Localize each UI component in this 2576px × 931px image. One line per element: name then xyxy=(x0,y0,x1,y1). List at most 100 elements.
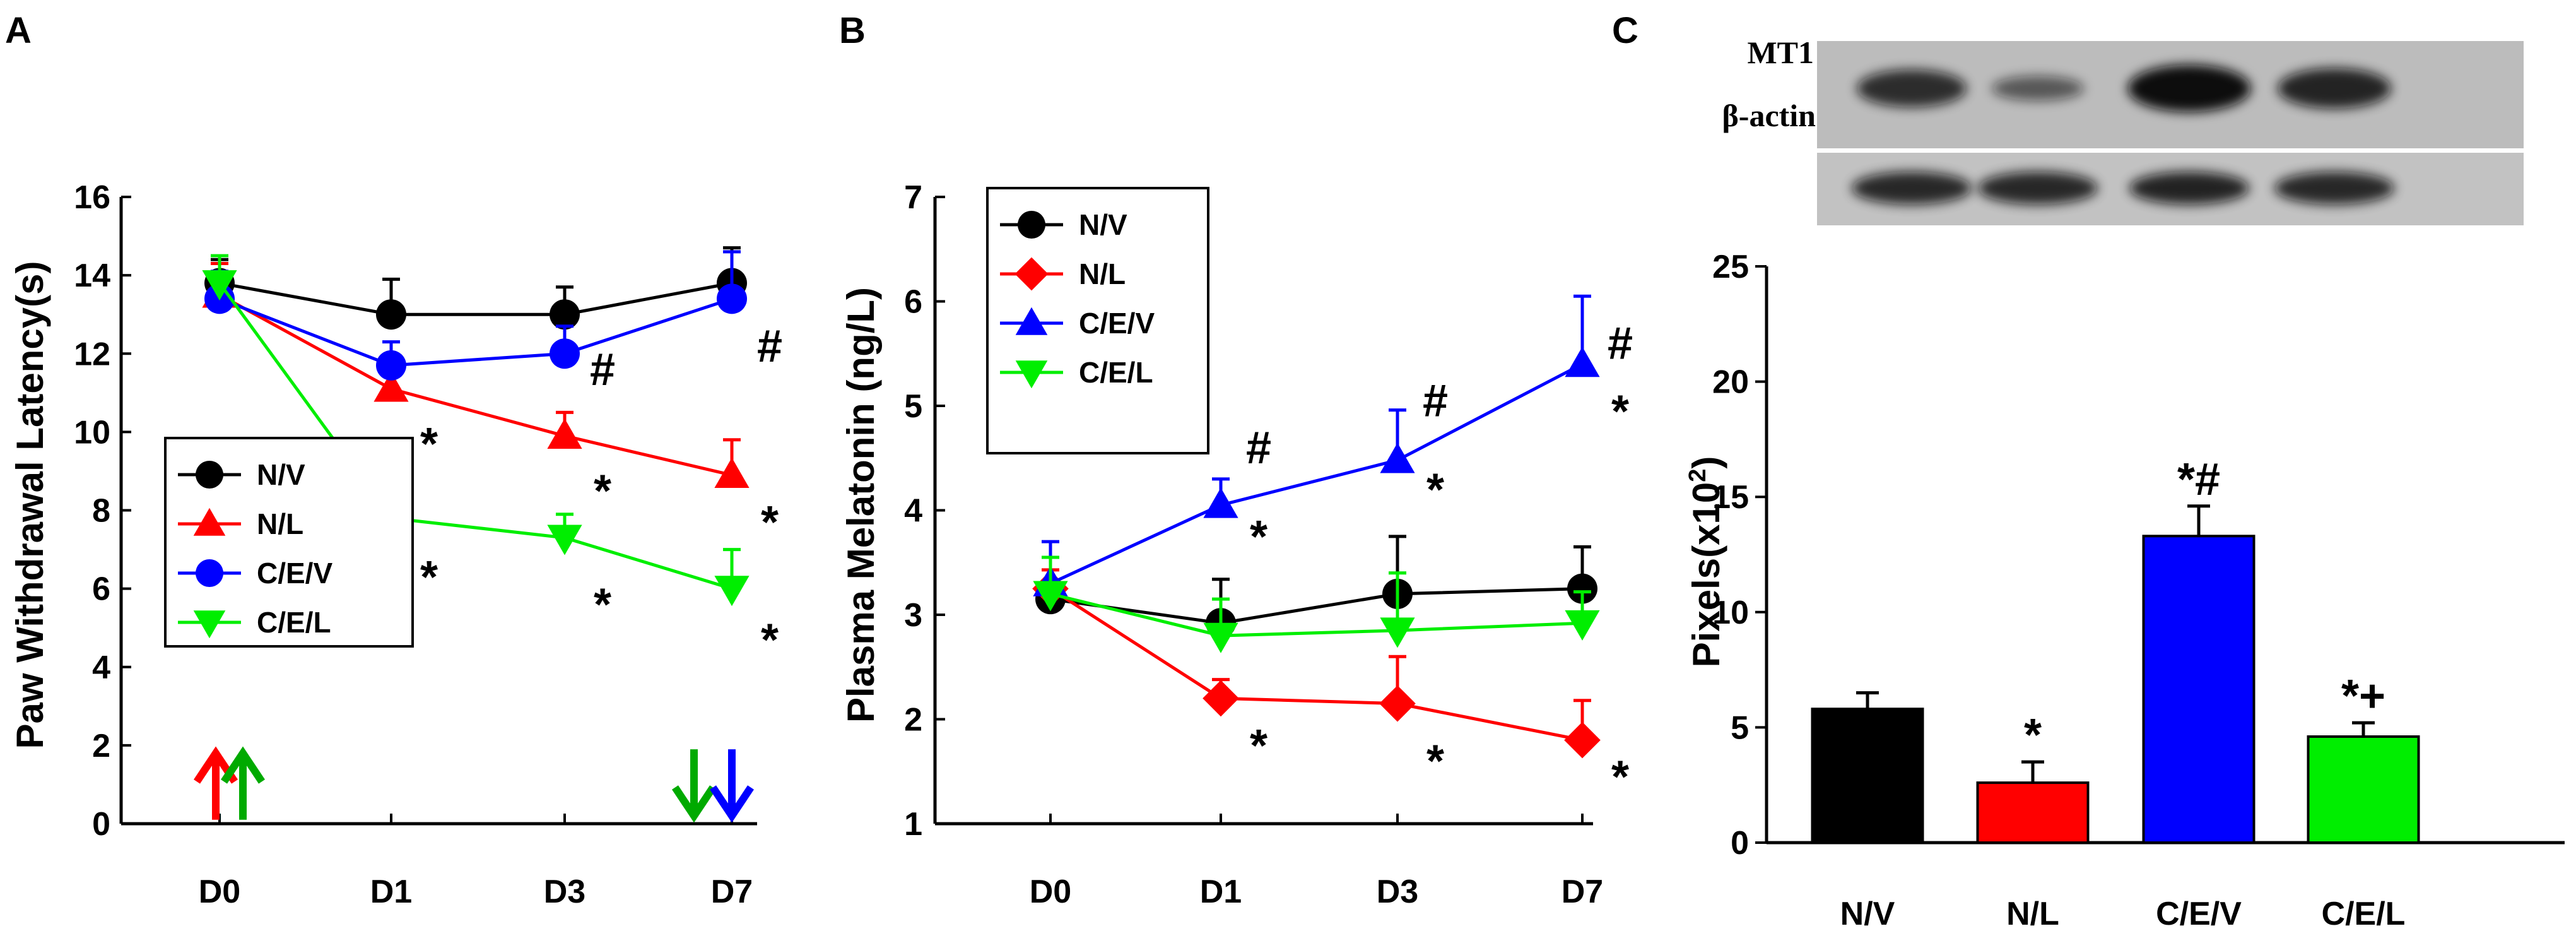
series-line xyxy=(1049,587,1583,742)
x-tick-label: D3 xyxy=(544,874,585,910)
legend-entry-n-v: N/V xyxy=(1000,208,1127,241)
y-tick-label: 5 xyxy=(1731,709,1749,746)
legend-entry-c-e-v: C/E/V xyxy=(1000,307,1155,340)
significance-mark: *+ xyxy=(2341,671,2385,721)
series-line xyxy=(219,282,732,316)
significance-mark: # xyxy=(590,345,615,395)
series-line xyxy=(1049,362,1584,585)
chart-c-ylabel-sup: 2 xyxy=(1685,469,1711,482)
legend-entry-n-l: N/L xyxy=(1000,257,1126,291)
significance-mark: * xyxy=(761,615,779,665)
y-tick-label: 0 xyxy=(92,806,110,843)
x-tick-label: D7 xyxy=(1561,874,1603,910)
series-line xyxy=(218,282,732,591)
chart-b: Plasma Melatonin (ng/L) 1 2 3 4 5 6 7 D0 D1 D3 D7 #… xyxy=(840,179,1633,910)
data-point xyxy=(376,299,406,330)
treatment-arrow-down-green xyxy=(672,749,716,823)
legend-marker xyxy=(1018,211,1045,239)
data-point xyxy=(714,458,750,489)
actin-band xyxy=(1852,172,1972,205)
y-tick-label: 16 xyxy=(74,179,110,216)
treatment-arrow-down-blue xyxy=(710,749,754,823)
chart-c-ylabel-main: Pixels(x10 xyxy=(1685,482,1727,668)
significance-mark: * xyxy=(1250,512,1267,562)
significance-mark: * xyxy=(420,552,438,603)
y-tick-label: 6 xyxy=(92,571,110,608)
panel-label-a: A xyxy=(5,10,32,51)
treatment-arrow-up-red xyxy=(194,746,238,820)
chart-c: Pixels(x102) MT1 β-actin 0 5 10 15 20 25 N/V N/… xyxy=(1685,35,2565,931)
legend-entry-c-e-l: C/E/L xyxy=(1000,356,1153,389)
legend-marker xyxy=(1015,257,1049,291)
data-point xyxy=(202,270,237,301)
y-tick-label: 12 xyxy=(74,336,110,372)
x-tick-label: D1 xyxy=(370,874,412,910)
x-tick-label: D0 xyxy=(1030,874,1071,910)
significance-mark: * xyxy=(1611,386,1629,437)
data-point xyxy=(550,299,580,330)
panel-label-b: B xyxy=(839,10,866,51)
actin-band xyxy=(2274,172,2394,205)
y-tick-label: 3 xyxy=(904,597,922,634)
y-tick-label: 8 xyxy=(92,493,110,530)
data-point xyxy=(1564,721,1601,759)
y-tick-label: 1 xyxy=(904,806,922,843)
chart-b-ylabel: Plasma Melatonin (ng/L) xyxy=(840,287,882,723)
bar-c-e-v xyxy=(2142,535,2255,844)
treatment-arrow-down-green-head xyxy=(672,785,716,823)
x-tick-label: D3 xyxy=(1377,874,1418,910)
y-tick-label: 5 xyxy=(904,388,922,425)
y-tick-label: 10 xyxy=(74,414,110,451)
data-point xyxy=(373,371,409,402)
data-point xyxy=(1565,347,1600,377)
chart-a: Paw Withdrawal Latency(s) 0 2 4 6 8 10 12 14 16 D… xyxy=(9,179,782,910)
series-n-l xyxy=(1032,568,1601,759)
y-tick-label: 20 xyxy=(1712,364,1749,401)
x-tick-label: D7 xyxy=(711,874,753,910)
significance-mark: # xyxy=(757,321,782,372)
significance-mark: * xyxy=(761,497,779,548)
x-tick-label: N/V xyxy=(1840,896,1895,931)
chart-c-ylabel-suffix: ) xyxy=(1685,456,1727,469)
mt1-band xyxy=(2278,68,2391,109)
significance-mark: # xyxy=(1423,376,1448,427)
y-tick-label: 2 xyxy=(92,728,110,764)
series-line xyxy=(1050,587,1583,625)
y-tick-label: 4 xyxy=(904,493,922,530)
data-point xyxy=(1203,622,1238,653)
x-tick-label: D1 xyxy=(1200,874,1242,910)
legend-label: C/E/V xyxy=(1079,307,1155,340)
significance-mark: * xyxy=(420,419,438,470)
significance-mark: # xyxy=(1246,423,1271,473)
significance-mark: * xyxy=(1250,721,1267,771)
y-tick-label: 25 xyxy=(1712,249,1749,285)
bar-n-v xyxy=(1811,708,1924,844)
treatment-arrow-down-blue-head xyxy=(710,785,754,823)
significance-mark: * xyxy=(1426,737,1444,787)
y-tick-label: 15 xyxy=(1712,479,1749,516)
legend-marker xyxy=(193,610,226,639)
data-point xyxy=(1380,442,1415,473)
series-c-e-v xyxy=(204,250,747,381)
actin-band xyxy=(1978,172,2098,205)
bar-n-l xyxy=(1976,781,2090,844)
actin-band xyxy=(2129,172,2249,205)
data-point xyxy=(717,283,747,314)
treatment-arrow-up-green-head xyxy=(221,746,265,784)
legend-entry-n-v: N/V xyxy=(178,458,305,491)
data-point xyxy=(1203,680,1239,717)
significance-mark: * xyxy=(1426,465,1444,515)
legend-marker xyxy=(196,461,223,489)
chart-c-ylabel: Pixels(x102) xyxy=(1685,456,1727,668)
western-blot: MT1 β-actin xyxy=(1722,35,2524,225)
series-line xyxy=(219,297,732,367)
data-point xyxy=(1203,487,1238,518)
mt1-band xyxy=(1991,76,2085,101)
bar-c-e-l xyxy=(2307,735,2420,845)
data-point xyxy=(1379,685,1416,722)
chart-a-ylabel: Paw Withdrawal Latency(s) xyxy=(9,261,51,749)
legend-marker xyxy=(193,507,226,536)
significance-mark: * xyxy=(594,466,611,516)
legend-label: N/V xyxy=(257,458,305,491)
data-point xyxy=(1567,573,1597,604)
